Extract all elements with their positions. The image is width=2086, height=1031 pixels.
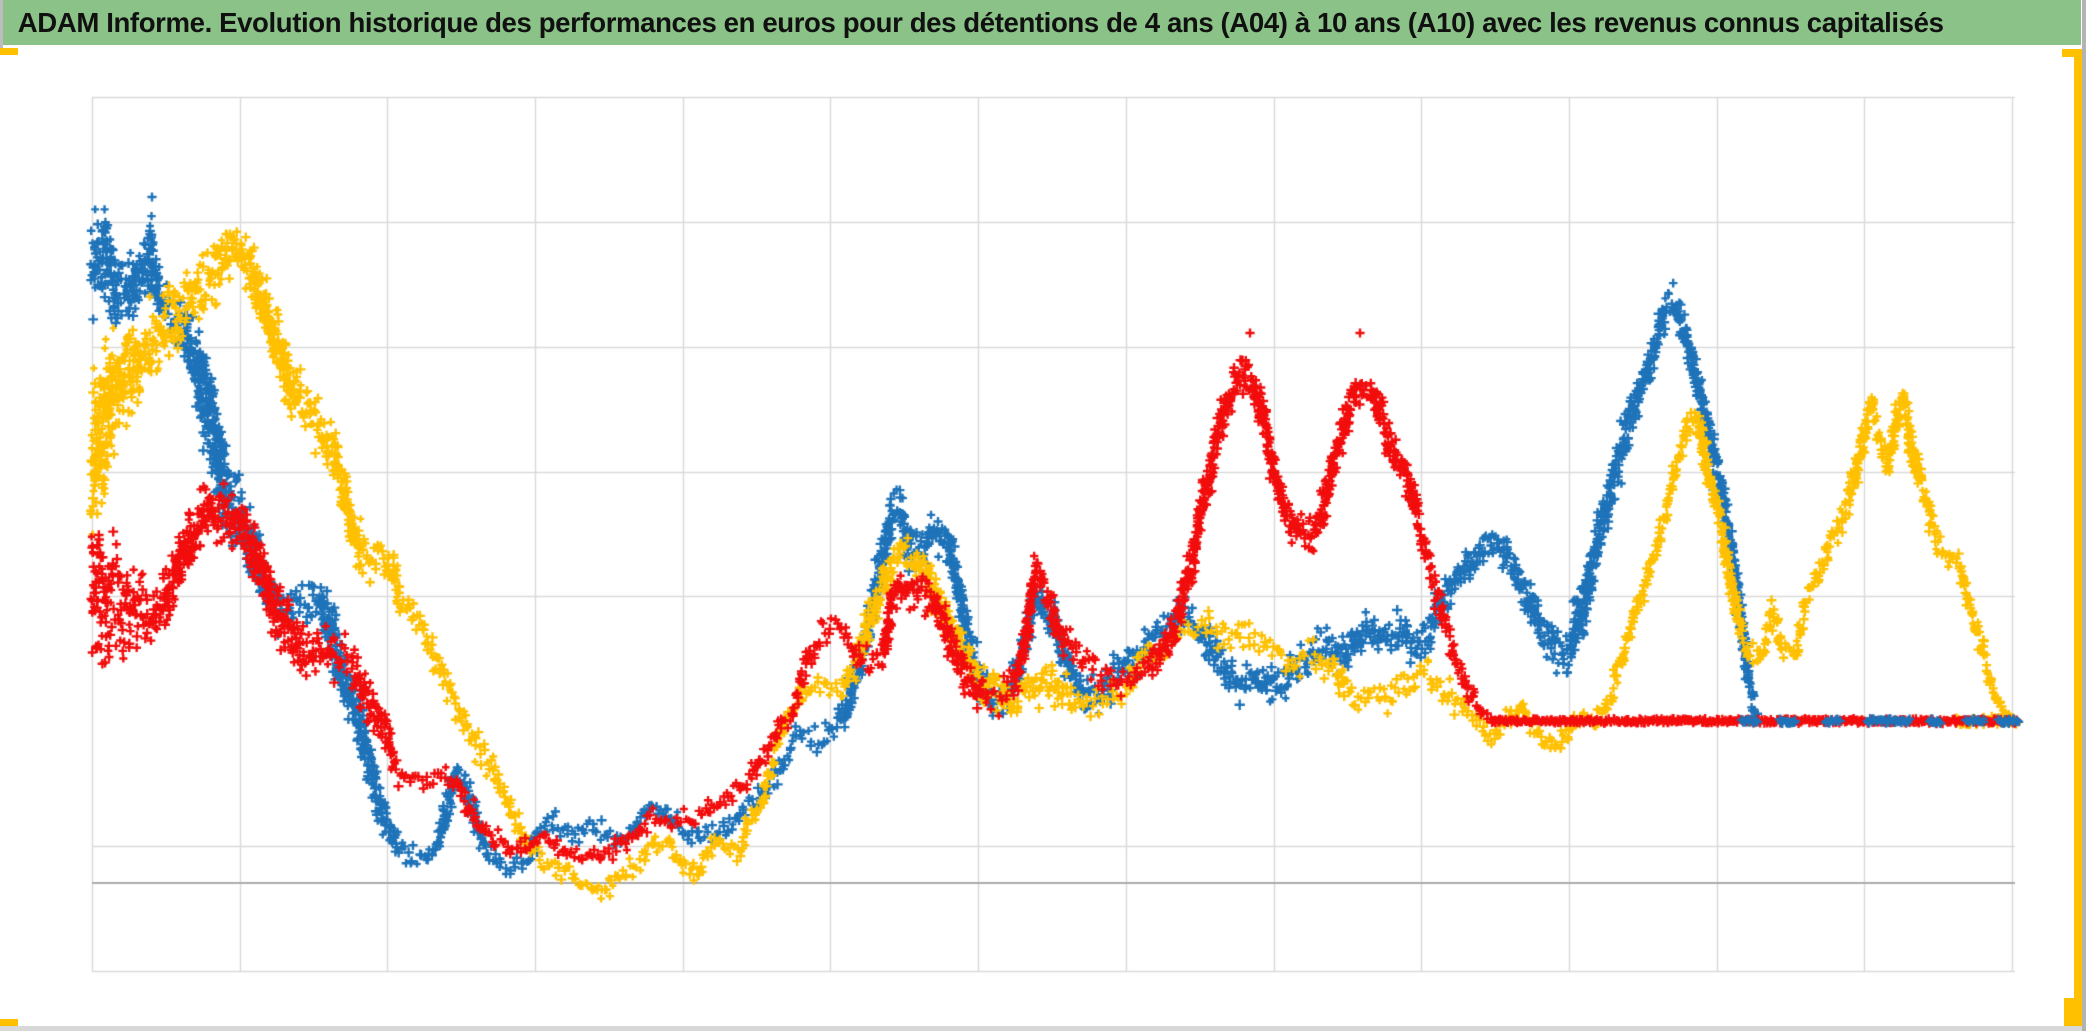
right-edge-sliver	[2082, 0, 2086, 1031]
